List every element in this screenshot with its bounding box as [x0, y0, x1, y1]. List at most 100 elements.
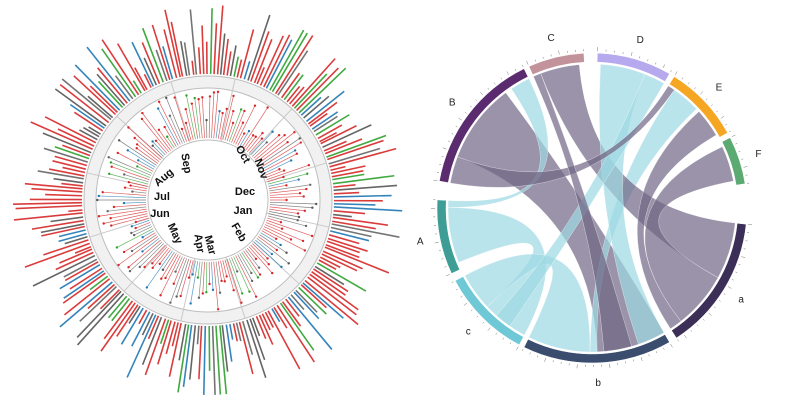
spoke-line: [222, 260, 228, 277]
spoke-dot: [184, 108, 187, 111]
spoke-line: [131, 219, 150, 227]
ribbons: [447, 64, 736, 353]
spoke-line: [256, 237, 289, 264]
outer-label-mark: [333, 213, 352, 218]
spoke-line: [269, 184, 311, 192]
outer-label-mark: [300, 96, 322, 116]
spoke-line: [162, 251, 175, 271]
spoke-line: [262, 153, 298, 172]
outer-label-mark: [87, 283, 116, 310]
outer-label-mark: [88, 126, 101, 135]
spoke-line: [175, 256, 183, 272]
spoke-line: [264, 168, 280, 176]
sector-divider: [180, 258, 196, 322]
spoke-dot: [271, 271, 274, 275]
spoke-dot: [311, 206, 314, 209]
spoke-dot: [304, 224, 308, 228]
outer-label-mark: [147, 315, 160, 340]
outer-label-mark: [239, 29, 255, 79]
spoke-line: [211, 92, 215, 139]
spoke-line: [98, 208, 147, 217]
spoke-dot: [197, 97, 200, 101]
outer-label-mark: [275, 35, 314, 95]
segment-arc: [439, 68, 529, 183]
spoke-dot: [278, 168, 281, 171]
outer-label-mark: [31, 187, 83, 193]
spoke-dot: [122, 250, 126, 254]
outer-label-mark: [300, 284, 327, 309]
spoke-dot: [296, 219, 299, 222]
spoke-line: [260, 232, 281, 246]
spoke-dot: [274, 237, 278, 241]
outer-label-mark: [164, 9, 181, 78]
spoke-dot: [299, 141, 302, 144]
spoke-dot: [122, 201, 126, 205]
spoke-line: [108, 156, 152, 176]
outer-label-mark: [73, 75, 117, 116]
spoke-dot: [157, 128, 161, 131]
outer-label-mark: [283, 74, 304, 101]
spoke-dot: [289, 159, 293, 162]
spoke-dot: [295, 152, 299, 155]
spoke-line: [124, 187, 147, 192]
spoke-line: [231, 110, 245, 143]
spoke-dot: [116, 151, 119, 155]
spoke-line: [268, 179, 299, 187]
spoke-dot: [107, 156, 110, 159]
outer-label-mark: [333, 194, 392, 198]
spoke-dot: [163, 125, 166, 129]
outer-label-mark: [134, 67, 148, 91]
spoke-dot: [225, 107, 228, 111]
axis-tick: [447, 140, 450, 142]
spoke-dot: [280, 227, 284, 230]
outer-label-mark: [13, 212, 83, 221]
spoke-dot: [251, 134, 255, 137]
spoke-line: [220, 108, 228, 140]
spoke-dot: [298, 137, 301, 140]
outer-label-mark: [323, 140, 347, 152]
spoke-line: [248, 138, 263, 154]
spoke-line: [165, 97, 185, 143]
spoke-line: [266, 219, 313, 237]
outer-label-mark: [298, 286, 327, 315]
spoke-line: [237, 254, 253, 282]
outer-label-mark: [269, 29, 305, 91]
spoke-line: [245, 136, 257, 151]
spoke-dot: [208, 282, 211, 286]
axis-tick: [455, 288, 458, 291]
outer-label-mark: [114, 75, 134, 100]
outer-label-mark: [271, 32, 308, 93]
spoke-lines: [96, 90, 318, 311]
axis-tick: [445, 274, 450, 277]
axis-tick: [544, 357, 546, 362]
spoke-line: [194, 97, 201, 139]
spoke-line: [127, 150, 156, 168]
spoke-line: [117, 152, 154, 172]
spoke-line: [169, 115, 183, 144]
outer-label-mark: [235, 322, 242, 342]
outer-label-ring: [13, 5, 403, 395]
outer-label-mark: [59, 248, 93, 264]
axis-tick: [464, 112, 467, 114]
spoke-dot: [310, 234, 314, 238]
outer-label-mark: [57, 128, 95, 147]
axis-tick: [639, 56, 641, 59]
outer-label-mark: [241, 320, 254, 355]
axis-tick: [451, 281, 454, 283]
spoke-dot: [96, 198, 99, 202]
outer-label-mark: [197, 47, 202, 75]
chord-ribbon: [599, 64, 665, 345]
segment-label: A: [417, 236, 424, 247]
axis-tick: [677, 339, 679, 342]
spoke-line: [123, 232, 156, 253]
spoke-line: [269, 188, 307, 194]
spoke-dot: [140, 117, 144, 121]
spoke-line: [144, 244, 166, 268]
spoke-line: [132, 191, 147, 194]
spoke-line: [241, 251, 259, 278]
spoke-line: [124, 174, 149, 183]
spoke-line: [262, 228, 306, 251]
outer-label-mark: [311, 271, 346, 296]
axis-tick: [700, 91, 704, 95]
